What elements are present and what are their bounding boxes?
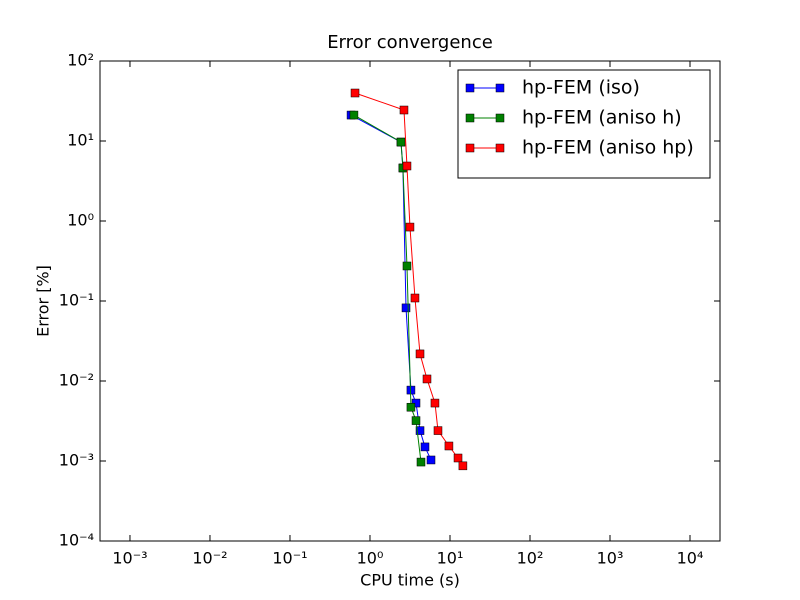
data-point	[401, 303, 411, 313]
x-tick-label: 10⁻²	[192, 549, 227, 568]
x-tick-label: 10²	[517, 549, 544, 568]
chart-title: Error convergence	[327, 32, 493, 53]
data-point	[415, 426, 425, 435]
data-point	[453, 453, 463, 463]
x-tick-label: 10⁴	[677, 549, 704, 568]
data-point	[406, 402, 416, 412]
legend-marker	[465, 113, 475, 123]
y-tick-label: 10⁰	[67, 211, 94, 230]
y-tick-label: 10⁻¹	[59, 291, 94, 310]
data-point	[402, 261, 412, 271]
data-point	[405, 222, 415, 232]
data-point	[402, 161, 412, 171]
y-tick-label: 10²	[67, 51, 94, 70]
y-tick-label: 10⁻³	[59, 451, 94, 470]
data-point	[426, 455, 436, 465]
y-tick-label: 10¹	[67, 131, 94, 150]
x-tick-label: 10¹	[437, 549, 464, 568]
data-point	[433, 426, 443, 435]
data-point	[430, 398, 440, 408]
data-point	[396, 137, 406, 147]
data-point	[416, 457, 426, 467]
x-tick-label: 10⁻¹	[272, 549, 307, 568]
legend-marker	[465, 143, 475, 153]
data-point	[420, 442, 430, 452]
y-tick-label: 10⁻⁴	[59, 531, 94, 550]
legend-marker	[465, 83, 475, 93]
plot-frame	[99, 60, 721, 542]
legend-label: hp-FEM (aniso h)	[522, 107, 682, 129]
x-tick-label: 10⁰	[357, 549, 384, 568]
legend-marker	[495, 83, 505, 93]
x-axis-label: CPU time (s)	[360, 571, 460, 590]
x-tick-label: 10³	[597, 549, 624, 568]
legend-label: hp-FEM (aniso hp)	[522, 137, 694, 159]
data-point	[444, 441, 454, 451]
data-point	[415, 349, 425, 359]
legend-label: hp-FEM (iso)	[522, 77, 640, 99]
x-tick-label: 10⁻³	[112, 549, 147, 568]
data-point	[399, 105, 409, 115]
y-tick-label: 10⁻²	[59, 371, 94, 390]
y-axis-label: Error [%]	[34, 265, 53, 337]
data-point	[411, 416, 421, 425]
data-point	[458, 461, 468, 471]
legend-marker	[495, 113, 505, 123]
data-point	[422, 374, 432, 384]
data-point	[349, 110, 359, 120]
legend-marker	[495, 143, 505, 153]
data-point	[350, 88, 360, 98]
data-point	[410, 293, 420, 303]
